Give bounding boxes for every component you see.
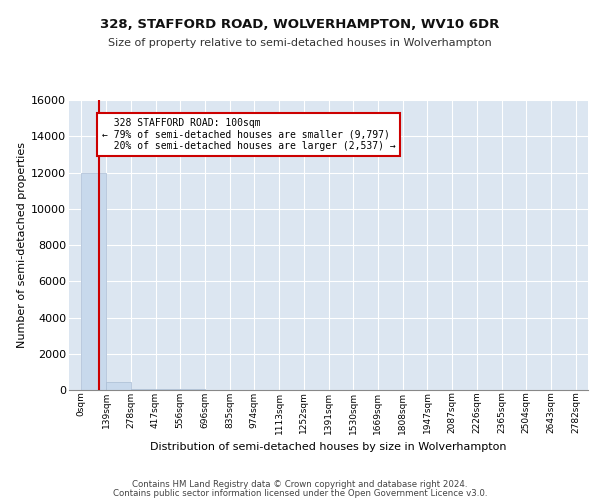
Text: Contains HM Land Registry data © Crown copyright and database right 2024.: Contains HM Land Registry data © Crown c… [132, 480, 468, 489]
X-axis label: Distribution of semi-detached houses by size in Wolverhampton: Distribution of semi-detached houses by … [150, 442, 507, 452]
Text: 328, STAFFORD ROAD, WOLVERHAMPTON, WV10 6DR: 328, STAFFORD ROAD, WOLVERHAMPTON, WV10 … [100, 18, 500, 30]
Bar [82, 172, 106, 390]
Text: Contains public sector information licensed under the Open Government Licence v3: Contains public sector information licen… [113, 488, 487, 498]
Bar [106, 382, 131, 390]
Y-axis label: Number of semi-detached properties: Number of semi-detached properties [17, 142, 27, 348]
Bar [131, 388, 155, 390]
Text: Size of property relative to semi-detached houses in Wolverhampton: Size of property relative to semi-detach… [108, 38, 492, 48]
Text: 328 STAFFORD ROAD: 100sqm
← 79% of semi-detached houses are smaller (9,797)
  20: 328 STAFFORD ROAD: 100sqm ← 79% of semi-… [102, 118, 395, 152]
